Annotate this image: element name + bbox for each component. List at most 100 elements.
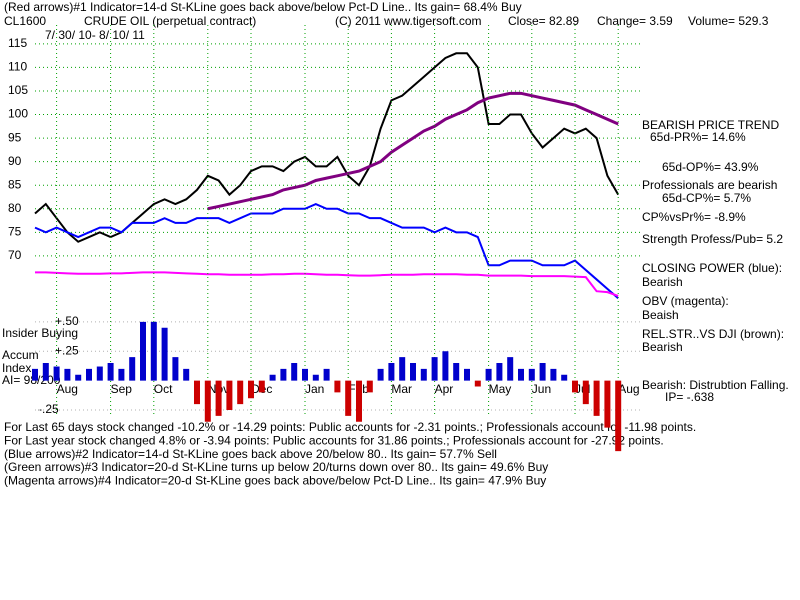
accum-bar <box>518 368 524 381</box>
accum-bar <box>377 368 384 381</box>
accum-bar <box>118 368 125 381</box>
volume: Volume= 529.3 <box>688 14 769 28</box>
accum-bar <box>431 357 438 381</box>
accum-bar <box>86 368 92 381</box>
accum-bar <box>507 357 514 381</box>
accum-bar <box>140 321 146 381</box>
accum-bar <box>269 374 276 381</box>
panel-label: Accum <box>2 348 39 362</box>
status-text: IP= -.638 <box>665 390 714 404</box>
accum-bar <box>96 366 103 381</box>
status-text: Bearish <box>642 275 683 289</box>
accum-bar <box>410 363 416 381</box>
accum-bar <box>399 357 406 381</box>
accum-bar <box>194 380 200 405</box>
status-text: CLOSING POWER (blue): <box>642 261 782 275</box>
y-tick-label: 90 <box>8 154 22 168</box>
status-text: Bearish: Distrubtion Falling. <box>642 378 789 392</box>
panel-label: Index <box>2 361 31 375</box>
status-text: 65d-OP%= 43.9% <box>662 160 759 174</box>
panel-label: AI= 98/200 <box>2 373 61 387</box>
y-tick-label: 115 <box>8 36 27 50</box>
x-tick-label: May <box>489 382 512 396</box>
y-tick-label: +.50 <box>55 314 79 328</box>
accum-bar <box>496 363 503 381</box>
x-tick-label: Aug <box>57 382 78 396</box>
y-tick-label: 75 <box>8 224 22 238</box>
accum-bar <box>237 380 244 405</box>
series-line <box>35 271 619 297</box>
y-tick-label: 100 <box>8 107 28 121</box>
accum-bar <box>302 368 308 381</box>
status-text: REL.STR..VS DJI (brown): <box>642 327 784 341</box>
y-tick-label: +.25 <box>55 343 79 357</box>
accum-bar <box>528 368 535 381</box>
symbol: CL1600 <box>4 14 46 28</box>
status-text: 65d-CP%= 5.7% <box>662 191 751 205</box>
y-tick-label: 80 <box>8 201 22 215</box>
x-tick-label: Jun <box>532 382 551 396</box>
footer-line: (Green arrows)#3 Indicator=20-d St-KLine… <box>4 460 548 474</box>
x-tick-label: Oct <box>154 382 173 396</box>
accum-bar <box>312 374 319 381</box>
status-text: Beaish <box>642 308 679 322</box>
accum-bar <box>183 368 190 381</box>
y-tick-label: -.25 <box>38 402 59 416</box>
accum-bar <box>258 380 265 393</box>
accum-bar <box>334 380 341 393</box>
x-tick-label: Aug <box>618 382 639 396</box>
accum-bar <box>604 380 611 428</box>
footer-line: For Last year stock changed 4.8% or -3.9… <box>4 433 664 447</box>
y-tick-label: 85 <box>8 177 22 191</box>
accum-bar <box>442 351 449 381</box>
status-text: OBV (magenta): <box>642 294 729 308</box>
status-text: 65d-PR%= 14.6% <box>650 130 746 144</box>
footer-line: For Last 65 days stock changed -10.2% or… <box>4 420 696 434</box>
y-tick-label: 95 <box>8 130 22 144</box>
dates: 7/ 30/ 10- 8/ 10/ 11 <box>45 28 145 42</box>
y-tick-label: 70 <box>8 248 22 262</box>
accum-bar <box>453 363 460 381</box>
accum-bar <box>366 380 373 393</box>
status-text: BEARISH PRICE TREND <box>642 118 779 132</box>
x-tick-label: Sep <box>111 382 133 396</box>
accum-bar <box>388 363 395 381</box>
accum-bar <box>291 363 298 381</box>
status-text: Bearish <box>642 340 683 354</box>
change: Change= 3.59 <box>597 14 673 28</box>
accum-bar <box>215 380 222 416</box>
series-line <box>34 202 619 300</box>
accum-bar <box>42 363 49 381</box>
accum-bar <box>32 368 38 381</box>
accum-bar <box>572 380 578 393</box>
status-text: CP%vsPr%= -8.9% <box>642 210 746 224</box>
accum-bar <box>539 363 546 381</box>
footer-line: (Magenta arrows)#4 Indicator=20-d St-KLi… <box>4 473 546 487</box>
panel-label: Insider Buying <box>2 326 78 340</box>
accum-bar <box>345 380 352 416</box>
accum-bar <box>226 380 233 410</box>
accum-bar <box>474 380 481 387</box>
accum-bar <box>550 368 557 381</box>
footer-line: (Blue arrows)#2 Indicator=14-d St-KLine … <box>4 447 497 461</box>
accum-bar <box>75 374 82 381</box>
name: CRUDE OIL (perpetual contract) <box>84 14 256 28</box>
accum-bar <box>593 380 600 416</box>
accum-bar <box>561 374 568 381</box>
accum-bar <box>129 357 136 381</box>
accum-bar <box>248 380 254 399</box>
header-line: (Red arrows)#1 Indicator=14-d St-KLine g… <box>4 0 522 14</box>
accum-bar <box>161 327 168 381</box>
series-line <box>34 52 620 243</box>
accum-bar <box>582 380 589 405</box>
accum-bar <box>204 380 211 422</box>
status-text: Strength Profess/Pub= 5.2 <box>642 232 783 246</box>
accum-bar <box>150 321 157 381</box>
accum-bar <box>356 380 362 422</box>
x-tick-label: Jan <box>305 382 324 396</box>
y-tick-label: 110 <box>8 60 27 74</box>
accum-bar <box>172 357 179 381</box>
accum-bar <box>615 380 622 452</box>
